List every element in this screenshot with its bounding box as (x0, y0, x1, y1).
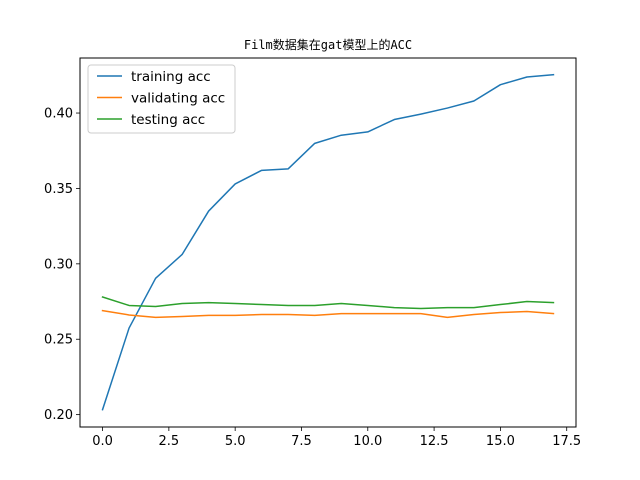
legend-label-2: testing acc (131, 112, 205, 128)
x-tick-label: 17.5 (552, 434, 581, 449)
series-line-0 (101, 73, 555, 411)
series-layer (101, 73, 555, 411)
y-tick-label: 0.20 (44, 408, 73, 423)
x-tick-label: 10.0 (353, 434, 382, 449)
legend-label-0: training acc (131, 69, 211, 85)
series-line-1 (101, 309, 555, 319)
y-axis: 0.20 0.25 0.30 0.35 0.40 (44, 107, 80, 423)
x-tick-label: 7.5 (291, 434, 312, 449)
x-tick-label: 12.5 (420, 434, 449, 449)
legend: training acc validating acc testing acc (87, 64, 236, 134)
y-tick-label: 0.40 (44, 107, 73, 122)
x-tick-label: 15.0 (486, 434, 515, 449)
legend-label-1: validating acc (131, 91, 225, 107)
chart-title: Film数据集在gat模型上的ACC (244, 37, 412, 52)
y-tick-label: 0.35 (44, 182, 73, 197)
x-axis: 0.0 2.5 5.0 7.5 10.0 12.5 15.0 17.5 (92, 427, 581, 449)
series-line-2 (101, 296, 555, 310)
plot-area-frame (79, 57, 577, 428)
y-tick-label: 0.25 (44, 333, 73, 348)
x-tick-label: 0.0 (92, 434, 113, 449)
legend-box (87, 64, 236, 134)
x-tick-label: 5.0 (225, 434, 246, 449)
y-tick-label: 0.30 (44, 257, 73, 272)
x-tick-label: 2.5 (159, 434, 180, 449)
